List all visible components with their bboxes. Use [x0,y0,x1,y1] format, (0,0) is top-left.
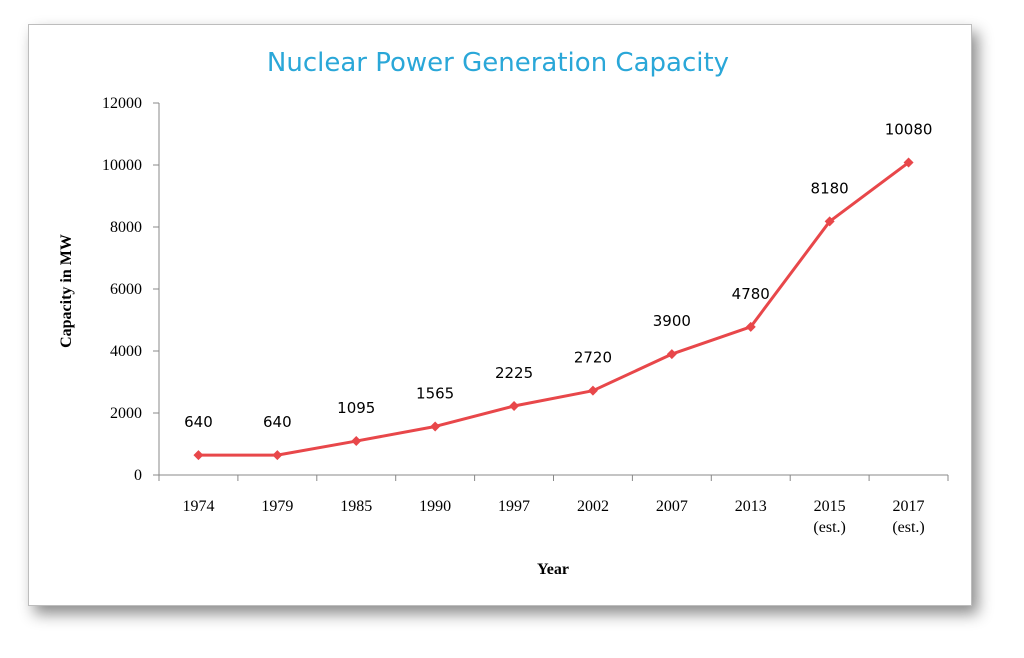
y-tick-labels: 0 2000 4000 6000 8000 10000 12000 [102,95,159,484]
x-tick-year: 1979 [261,498,293,515]
x-tick-year: 1990 [419,498,451,515]
chart-frame [28,24,972,606]
x-tick-label: 1974 [182,498,214,515]
x-tick-note: (est.) [813,519,845,536]
x-tick-note: (est.) [892,519,924,536]
x-tick-label: 2015 (est.) [813,498,845,536]
data-label: 2225 [495,364,533,382]
x-tick-label: 1990 [419,498,451,515]
y-tick-label: 4000 [110,343,142,360]
data-point [745,321,756,332]
x-tick-year: 2015 [814,498,846,515]
data-point [587,385,598,396]
chart-title: Nuclear Power Generation Capacity [267,48,729,78]
data-point [824,216,835,227]
x-tick-label: 2013 [735,498,767,515]
data-label: 640 [184,413,213,431]
data-label: 4780 [732,285,770,303]
x-tick-label: 2002 [577,498,609,515]
data-label: 1565 [416,384,454,402]
data-point [272,450,283,461]
x-tick-label: 1979 [261,498,293,515]
y-axis-title: Capacity in MW [58,234,75,348]
y-tick-label: 0 [134,467,142,484]
data-label: 3900 [653,312,691,330]
data-point [351,436,362,447]
y-tick-label: 6000 [110,281,142,298]
x-tick-labels: 1974 1979 1985 1990 1997 2002 2007 2013 2015 (est… [158,475,949,536]
x-tick-year: 2007 [656,498,688,515]
x-tick-year: 2013 [735,498,767,515]
y-tick-label: 10000 [102,157,142,174]
y-tick-label: 2000 [110,405,142,422]
data-point [509,401,520,412]
x-axis-title: Year [537,561,569,578]
data-point [193,450,204,461]
x-tick-label: 2007 [656,498,688,515]
data-label: 2720 [574,349,612,367]
data-point [903,157,914,168]
data-label: 1095 [337,399,375,417]
data-label: 10080 [885,121,933,139]
data-labels: 640 640 1095 1565 2225 2720 3900 4780 8180 10080 [184,121,932,432]
x-tick-year: 2017 [893,498,925,515]
x-tick-year: 1997 [498,498,530,515]
y-tick-label: 12000 [102,95,142,112]
x-tick-year: 2002 [577,498,609,515]
data-label: 640 [263,413,292,431]
data-point [430,421,441,432]
data-point [666,349,677,360]
y-tick-label: 8000 [110,219,142,236]
x-tick-year: 1985 [340,498,372,515]
x-tick-year: 1974 [182,498,214,515]
series-group [193,157,914,461]
x-tick-label: 1985 [340,498,372,515]
series-line [198,161,910,457]
data-label: 8180 [811,179,849,197]
x-tick-label: 2017 (est.) [892,498,924,536]
x-tick-label: 1997 [498,498,530,515]
